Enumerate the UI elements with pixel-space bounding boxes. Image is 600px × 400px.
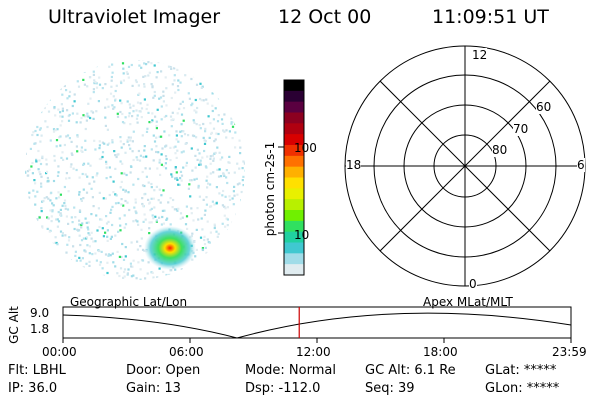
colorbar-swatch	[284, 155, 304, 168]
lat-label-60: 60	[536, 100, 552, 114]
colorbar-swatch	[284, 145, 304, 157]
colorbar-swatch	[284, 210, 304, 222]
dsp-status: Dsp: -112.0	[245, 381, 321, 396]
colorbar-swatch	[284, 220, 304, 233]
lat-label-70: 70	[513, 122, 529, 136]
auroral-image	[25, 60, 245, 280]
time-tick-2359: 23:59	[552, 345, 587, 359]
colorbar	[278, 79, 305, 276]
time-tick-0600: 06:00	[169, 345, 204, 359]
mlt-label-6: 6	[577, 158, 585, 172]
colorbar-swatch	[284, 264, 304, 276]
colorbar-swatch	[284, 188, 304, 200]
time-label: 11:09:51 UT	[432, 6, 549, 28]
colorbar-tick-10: 10	[294, 228, 310, 242]
colorbar-swatch	[284, 80, 304, 92]
filter-status: Flt: LBHL	[8, 363, 66, 378]
altitude-timeline	[62, 306, 572, 343]
colorbar-swatch	[284, 231, 304, 243]
colorbar-swatch	[284, 242, 304, 254]
colorbar-swatch	[284, 253, 304, 265]
date-label: 12 Oct 00	[278, 6, 372, 28]
colorbar-unit-label: photon cm-2s-1	[263, 141, 277, 237]
time-tick-1800: 18:00	[423, 345, 458, 359]
ip-status: IP: 36.0	[8, 381, 58, 396]
gc-alt-tick-max: 9.0	[30, 306, 50, 320]
glon-status: GLon: *****	[485, 381, 560, 396]
auroral-hotspot	[144, 226, 196, 270]
instrument-title: Ultraviolet Imager	[48, 6, 221, 28]
colorbar-swatch	[284, 112, 304, 124]
apex-label: Apex MLat/MLT	[423, 295, 513, 309]
polar-grid	[344, 45, 586, 287]
colorbar-tick-100: 100	[294, 141, 317, 155]
colorbar-swatch	[284, 177, 304, 189]
lat-label-80: 80	[492, 143, 508, 157]
time-tick-0000: 00:00	[42, 345, 77, 359]
colorbar-swatch	[284, 101, 304, 113]
geographic-label: Geographic Lat/Lon	[70, 295, 188, 309]
time-tick-1200: 12:00	[296, 345, 331, 359]
gc-alt-tick-min: 1.8	[30, 322, 50, 336]
mlt-label-0: 0	[469, 277, 477, 291]
colorbar-swatch	[284, 199, 304, 211]
colorbar-swatch	[284, 166, 304, 178]
gain-status: Gain: 13	[126, 381, 181, 396]
gc-alt-axis-title: GC Alt	[7, 306, 21, 344]
door-status: Door: Open	[126, 363, 201, 378]
gc-alt-status: GC Alt: 6.1 Re	[365, 363, 456, 378]
colorbar-swatch	[284, 90, 304, 103]
mlt-label-12: 12	[472, 48, 488, 62]
mode-status: Mode: Normal	[245, 363, 336, 378]
colorbar-swatch	[284, 123, 304, 135]
colorbar-swatch	[284, 134, 304, 146]
glat-status: GLat: *****	[485, 363, 557, 378]
seq-status: Seq: 39	[365, 381, 415, 396]
mlt-label-18: 18	[346, 158, 362, 172]
